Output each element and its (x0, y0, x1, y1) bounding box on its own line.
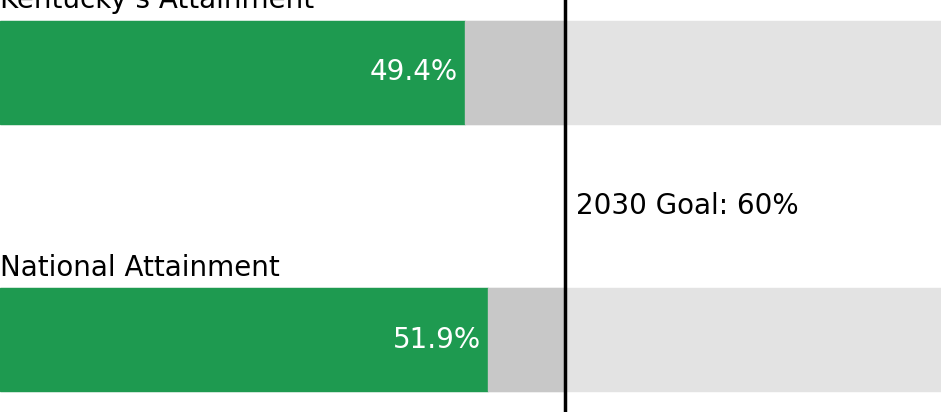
Bar (465, 21, 565, 124)
Bar (0, 288, 941, 391)
Bar (488, 288, 565, 391)
Text: National Attainment: National Attainment (0, 254, 279, 282)
Bar (0, 288, 488, 391)
Text: 2030 Goal: 60%: 2030 Goal: 60% (576, 192, 799, 220)
Bar (0, 21, 465, 124)
Text: 51.9%: 51.9% (392, 326, 481, 354)
Bar (0, 21, 941, 124)
Text: 49.4%: 49.4% (369, 58, 457, 86)
Text: Kentucky’s Attainment: Kentucky’s Attainment (0, 0, 314, 14)
